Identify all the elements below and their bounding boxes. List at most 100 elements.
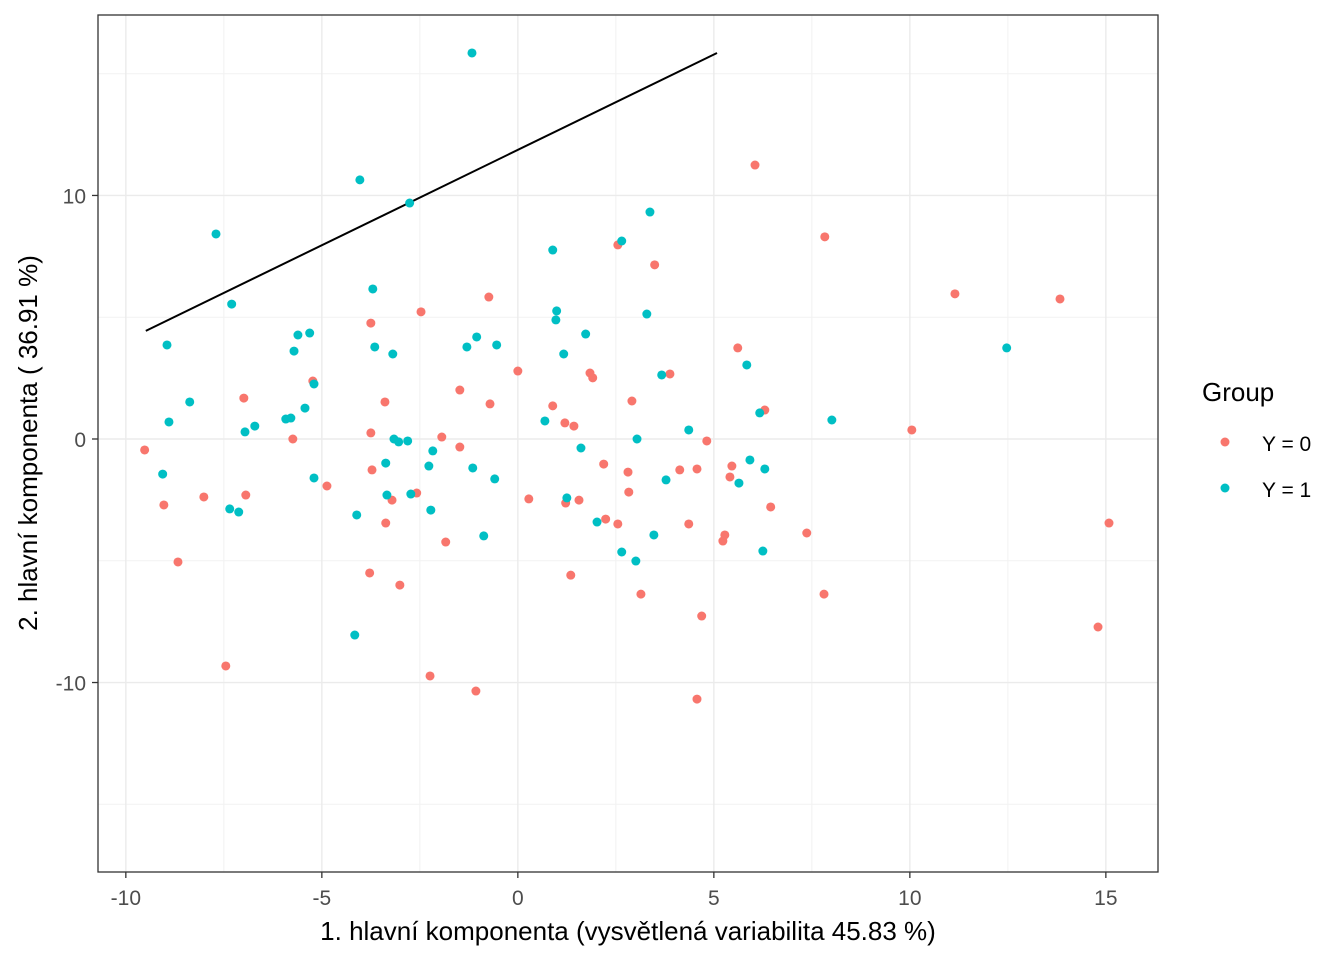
point-y0	[802, 528, 812, 538]
point-y0	[288, 434, 298, 444]
x-tick-label: -10	[111, 887, 141, 910]
point-y0	[675, 465, 685, 475]
point-y0	[485, 399, 495, 409]
point-y1	[479, 531, 489, 541]
point-y1	[406, 489, 416, 499]
x-tick-label: 15	[1094, 887, 1117, 910]
point-y1	[309, 473, 319, 483]
point-y1	[576, 443, 586, 453]
point-y1	[684, 425, 694, 435]
grid	[98, 15, 1158, 872]
point-y1	[185, 397, 195, 407]
point-y0	[697, 611, 707, 621]
points	[140, 48, 1114, 704]
point-y1	[661, 475, 671, 485]
point-y0	[819, 589, 829, 599]
x-tick-label: 0	[512, 887, 524, 910]
point-y1	[642, 309, 652, 319]
point-y0	[524, 494, 534, 504]
point-y0	[720, 530, 730, 540]
point-y1	[289, 346, 299, 356]
legend-label-y1: Y = 1	[1262, 479, 1311, 502]
point-y0	[395, 580, 405, 590]
point-y1	[403, 436, 413, 446]
point-y0	[623, 467, 633, 477]
point-y1	[382, 490, 392, 500]
point-y0	[380, 397, 390, 407]
point-y1	[355, 175, 365, 185]
point-y0	[159, 500, 169, 510]
point-y0	[766, 502, 776, 512]
point-y1	[162, 340, 172, 350]
point-y1	[548, 245, 558, 255]
reference-line	[145, 52, 718, 332]
x-tick-label: 5	[708, 887, 720, 910]
x-tick-label: -5	[312, 887, 331, 910]
point-y1	[632, 434, 642, 444]
point-y0	[455, 385, 465, 395]
point-y1	[581, 329, 591, 339]
point-y0	[574, 495, 584, 505]
point-y1	[1002, 343, 1012, 353]
legend: Group Y = 0 Y = 1	[1202, 377, 1311, 502]
point-y0	[455, 442, 465, 452]
point-y1	[352, 510, 362, 520]
point-y1	[617, 236, 627, 246]
point-y0	[322, 481, 332, 491]
point-y0	[566, 570, 576, 580]
y-axis: -10 0 10	[56, 185, 98, 696]
legend-key-y1	[1220, 483, 1230, 493]
point-y0	[484, 292, 494, 302]
point-y1	[472, 332, 482, 342]
point-y0	[750, 160, 760, 170]
point-y1	[227, 299, 237, 309]
point-y1	[742, 360, 752, 370]
point-y0	[588, 373, 598, 383]
point-y1	[381, 458, 391, 468]
point-y0	[665, 369, 675, 379]
point-y0	[173, 557, 183, 567]
point-y1	[657, 370, 667, 380]
point-y1	[300, 403, 310, 413]
point-y0	[560, 418, 570, 428]
trend-line	[145, 52, 718, 332]
point-y0	[425, 671, 435, 681]
point-y0	[627, 396, 637, 406]
point-y0	[221, 661, 231, 671]
legend-key-y0	[1220, 437, 1230, 447]
point-y0	[437, 432, 447, 442]
point-y1	[240, 427, 250, 437]
x-axis-label: 1. hlavní komponenta (vysvětlená variabi…	[320, 916, 936, 946]
point-y1	[250, 421, 260, 431]
point-y1	[649, 530, 659, 540]
point-y0	[569, 421, 579, 431]
point-y0	[1093, 622, 1103, 632]
point-y0	[733, 343, 743, 353]
point-y0	[366, 318, 376, 328]
point-y0	[907, 425, 917, 435]
y-tick-label: 10	[63, 185, 86, 208]
point-y1	[370, 342, 380, 352]
point-y0	[140, 445, 150, 455]
point-y0	[599, 459, 609, 469]
point-y1	[755, 408, 765, 418]
point-y1	[734, 478, 744, 488]
point-y0	[684, 519, 694, 529]
point-y1	[293, 330, 303, 340]
point-y1	[426, 505, 436, 515]
point-y1	[424, 461, 434, 471]
point-y0	[1055, 294, 1065, 304]
point-y0	[601, 514, 611, 524]
point-y0	[239, 393, 249, 403]
point-y1	[562, 493, 572, 503]
point-y1	[164, 417, 174, 427]
x-axis: -10 -5 0 5 10 15	[111, 872, 1118, 910]
point-y0	[725, 472, 735, 482]
point-y0	[702, 436, 712, 446]
y-tick-label: 0	[74, 429, 86, 452]
point-y1	[490, 474, 500, 484]
point-y0	[367, 465, 377, 475]
point-y1	[540, 416, 550, 426]
point-y0	[471, 686, 481, 696]
point-y0	[1104, 518, 1114, 528]
